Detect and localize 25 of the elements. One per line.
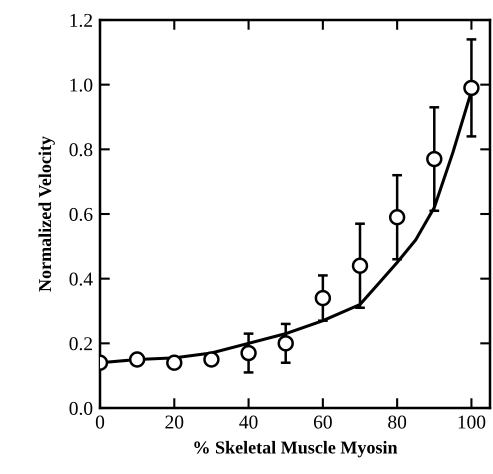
y-tick-label: 0.2 [69, 337, 92, 350]
point [240, 344, 257, 362]
point [388, 209, 406, 226]
point [203, 351, 220, 368]
x-tick-label: 40 [239, 416, 258, 429]
point [314, 290, 332, 306]
point [426, 150, 442, 168]
y-axis-title: Normalized Velocity [38, 136, 55, 292]
y-tick-label: 1.2 [70, 14, 92, 28]
x-axis-title: % Skeletal Muscle Myosin [194, 440, 398, 458]
point [278, 335, 294, 352]
point [166, 354, 182, 371]
y-tick-label: 0.8 [69, 143, 92, 156]
point [128, 351, 146, 368]
y-tick-label: 0.4 [69, 272, 93, 286]
y-tick-label: 1.0 [70, 78, 92, 92]
x-tick-label: 0 [96, 416, 104, 429]
x-tick-label: 20 [165, 416, 184, 429]
point [463, 80, 480, 96]
x-tick-label: 60 [314, 416, 332, 429]
x-tick-label: 80 [388, 416, 406, 429]
point [352, 258, 368, 274]
x-tick-label: 100 [458, 416, 486, 429]
y-tick-label: 0.6 [69, 208, 92, 222]
y-tick-label: 0.0 [69, 402, 92, 416]
